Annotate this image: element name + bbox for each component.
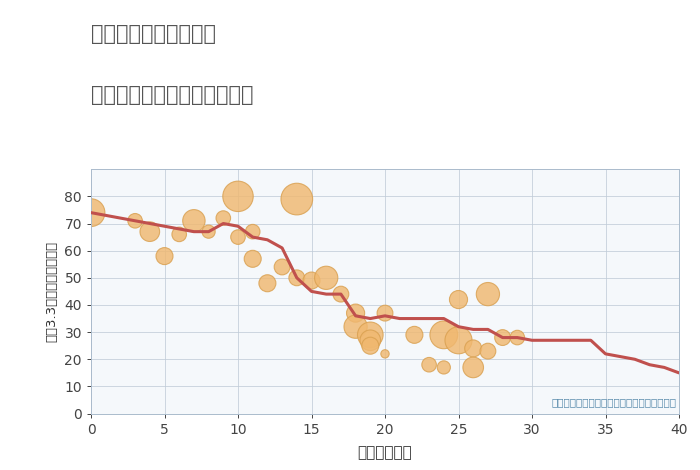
Point bbox=[276, 263, 288, 271]
Point bbox=[85, 209, 97, 216]
Point bbox=[365, 342, 376, 350]
Point bbox=[159, 252, 170, 260]
Point bbox=[188, 217, 199, 225]
Text: 愛知県津島市大和町の: 愛知県津島市大和町の bbox=[91, 24, 216, 44]
Point bbox=[262, 280, 273, 287]
Point bbox=[203, 228, 214, 235]
Point bbox=[438, 364, 449, 371]
Point bbox=[512, 334, 523, 341]
Point bbox=[365, 337, 376, 344]
Point bbox=[468, 364, 479, 371]
Point bbox=[350, 309, 361, 317]
Point bbox=[130, 217, 141, 225]
Point bbox=[424, 361, 435, 368]
Point bbox=[438, 331, 449, 338]
Point bbox=[468, 345, 479, 352]
Point bbox=[335, 290, 346, 298]
X-axis label: 築年数（年）: 築年数（年） bbox=[358, 445, 412, 460]
Point bbox=[291, 274, 302, 282]
Point bbox=[379, 350, 391, 358]
Point bbox=[232, 233, 244, 241]
Point bbox=[291, 196, 302, 203]
Y-axis label: 坪（3.3㎡）単価（万円）: 坪（3.3㎡）単価（万円） bbox=[46, 241, 59, 342]
Text: 築年数別中古マンション価格: 築年数別中古マンション価格 bbox=[91, 85, 253, 105]
Text: 円の大きさは、取引のあった物件面積を示す: 円の大きさは、取引のあった物件面積を示す bbox=[551, 397, 676, 407]
Point bbox=[482, 290, 493, 298]
Point bbox=[321, 274, 332, 282]
Point bbox=[482, 347, 493, 355]
Point bbox=[379, 309, 391, 317]
Point bbox=[144, 228, 155, 235]
Point bbox=[453, 337, 464, 344]
Point bbox=[247, 228, 258, 235]
Point bbox=[247, 255, 258, 263]
Point bbox=[350, 323, 361, 330]
Point bbox=[409, 331, 420, 338]
Point bbox=[306, 277, 317, 284]
Point bbox=[365, 331, 376, 338]
Point bbox=[232, 193, 244, 200]
Point bbox=[497, 334, 508, 341]
Point bbox=[174, 231, 185, 238]
Point bbox=[218, 214, 229, 222]
Point bbox=[453, 296, 464, 303]
